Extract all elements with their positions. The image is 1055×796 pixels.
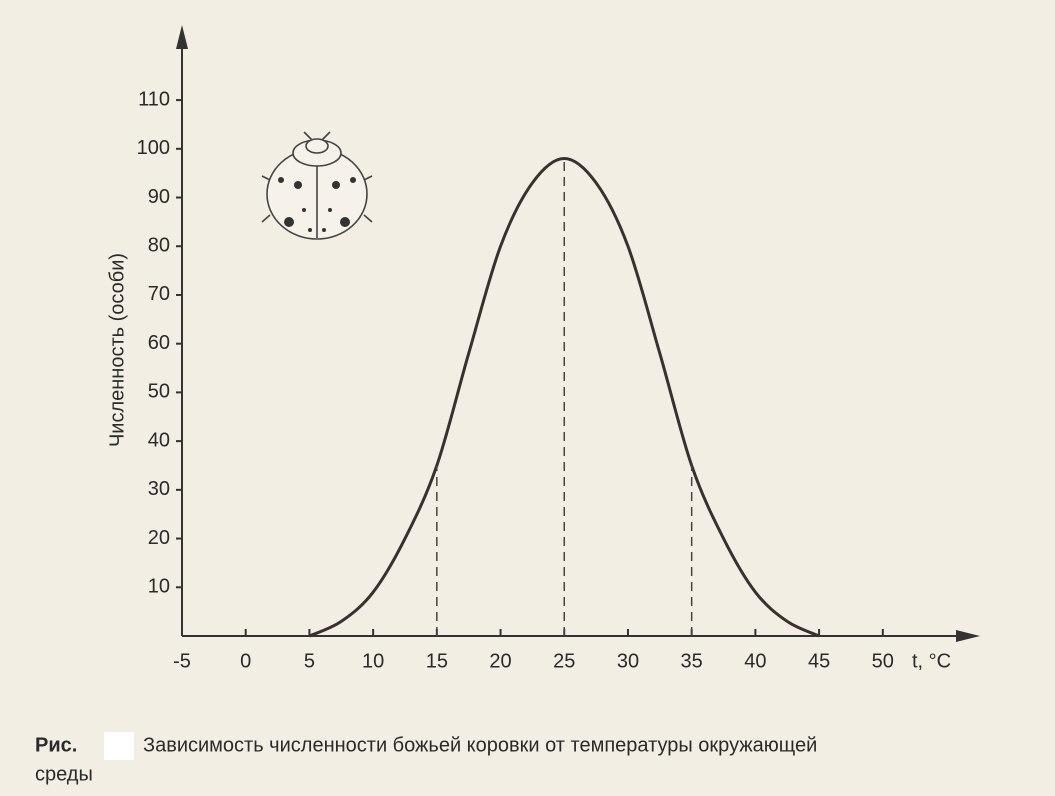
x-tick-label: 0 (240, 650, 251, 672)
ladybug-illustration (262, 132, 372, 239)
x-tick-label: 45 (808, 650, 830, 672)
y-tick-label: 10 (148, 576, 170, 598)
x-tick-label: -5 (173, 650, 191, 672)
caption-mask (104, 732, 134, 760)
x-tick-label: 20 (489, 650, 511, 672)
x-tick-label: 50 (872, 650, 894, 672)
y-axis-arrow (176, 25, 188, 49)
y-tick-label: 80 (148, 235, 170, 257)
x-tick-label: 40 (744, 650, 766, 672)
x-tick-label: 30 (617, 650, 639, 672)
y-tick-label: 110 (138, 88, 170, 110)
caption-cont: среды (35, 763, 93, 785)
y-tick-label: 60 (148, 332, 170, 354)
x-tick-label: 35 (681, 650, 703, 672)
x-tick-label: 25 (553, 650, 575, 672)
chart: Численность (особи) t, °C Рис. Зависимос… (0, 0, 1055, 796)
x-axis-arrow (956, 630, 980, 642)
y-tick-label: 70 (148, 283, 170, 305)
y-axis-label: Численность (особи) (106, 253, 128, 447)
y-tick-label: 100 (137, 137, 170, 159)
y-tick-label: 20 (148, 527, 170, 549)
x-tick-label: 15 (426, 650, 448, 672)
y-tick-label: 50 (148, 381, 170, 403)
x-tick-label: 5 (304, 650, 315, 672)
caption-prefix: Рис. (35, 734, 77, 756)
caption: Зависимость численности божьей коровки о… (143, 734, 817, 756)
y-tick-label: 30 (148, 478, 170, 500)
x-tick-label: 10 (362, 650, 384, 672)
x-axis-label: t, °C (912, 650, 951, 672)
y-tick-label: 40 (148, 429, 170, 451)
y-tick-label: 90 (148, 186, 170, 208)
